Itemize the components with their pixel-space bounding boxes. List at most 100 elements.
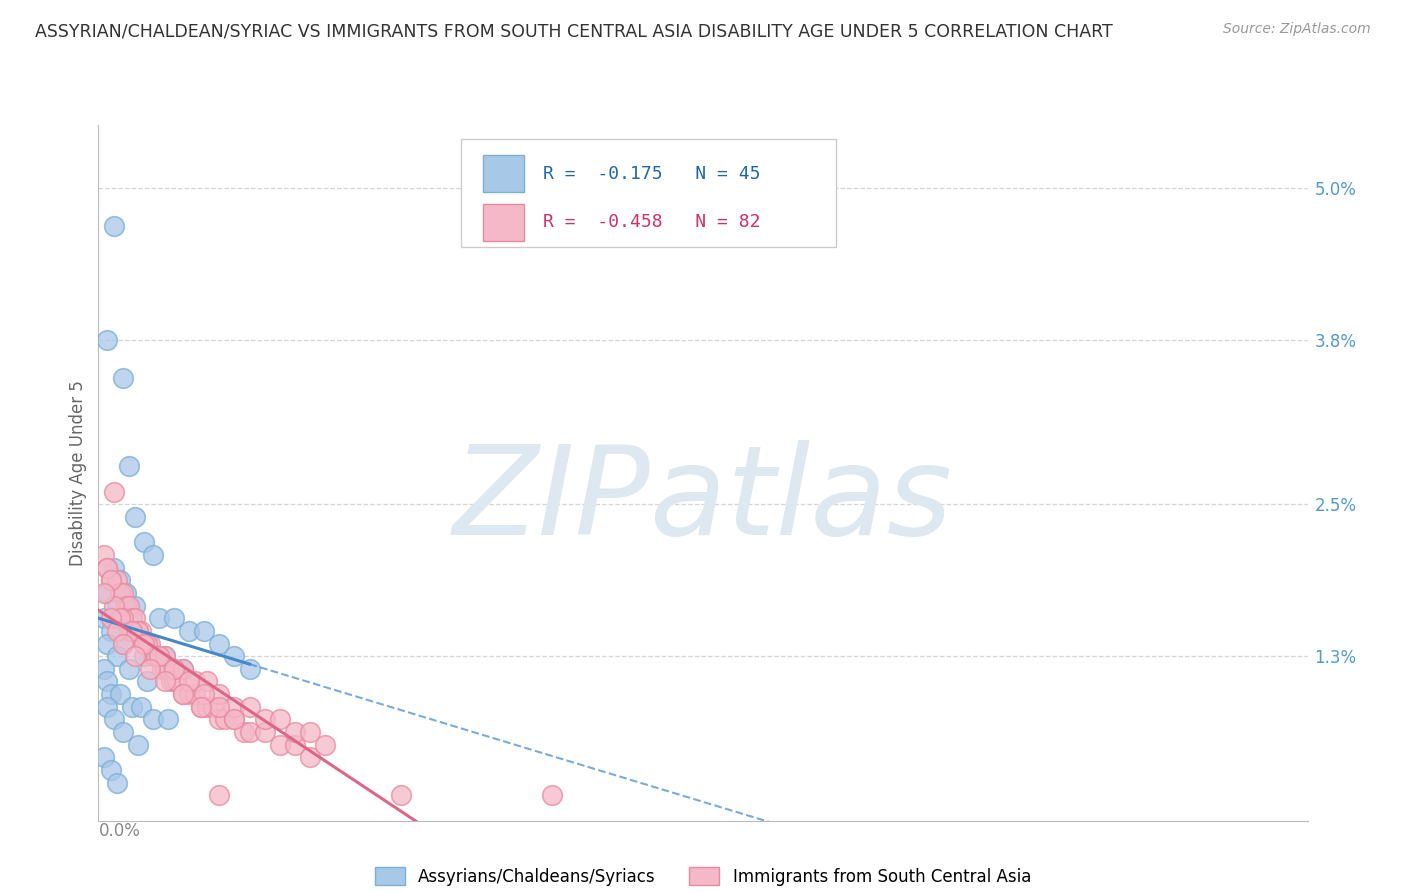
Point	[129, 699, 152, 714]
Point	[124, 599, 146, 613]
Point	[121, 699, 143, 714]
Point	[179, 624, 201, 638]
Point	[111, 611, 134, 625]
Point	[105, 599, 128, 613]
Point	[93, 548, 115, 562]
Point	[224, 713, 246, 727]
Point	[103, 219, 125, 233]
Point	[195, 699, 218, 714]
Text: R =  -0.458   N = 82: R = -0.458 N = 82	[543, 213, 761, 231]
Point	[127, 624, 149, 638]
Point	[100, 763, 122, 777]
Point	[224, 649, 246, 664]
Point	[269, 738, 291, 752]
Point	[184, 687, 207, 701]
Point	[208, 713, 231, 727]
Point	[114, 599, 136, 613]
Point	[172, 662, 194, 676]
Y-axis label: Disability Age Under 5: Disability Age Under 5	[69, 380, 87, 566]
Point	[148, 649, 170, 664]
FancyBboxPatch shape	[482, 203, 524, 241]
Point	[124, 649, 146, 664]
Point	[139, 662, 162, 676]
Point	[224, 713, 246, 727]
Point	[314, 738, 336, 752]
Point	[232, 725, 254, 739]
Point	[96, 560, 118, 574]
Point	[142, 713, 165, 727]
Point	[145, 649, 167, 664]
FancyBboxPatch shape	[482, 155, 524, 193]
Point	[100, 624, 122, 638]
Point	[111, 725, 134, 739]
Point	[253, 725, 276, 739]
Point	[193, 687, 215, 701]
Point	[160, 674, 183, 689]
Legend: Assyrians/Chaldeans/Syriacs, Immigrants from South Central Asia: Assyrians/Chaldeans/Syriacs, Immigrants …	[368, 861, 1038, 892]
Point	[190, 699, 212, 714]
Point	[195, 674, 218, 689]
Point	[179, 674, 201, 689]
Point	[96, 636, 118, 650]
Text: Source: ZipAtlas.com: Source: ZipAtlas.com	[1223, 22, 1371, 37]
Point	[132, 649, 155, 664]
Point	[163, 611, 186, 625]
Point	[142, 548, 165, 562]
Point	[172, 662, 194, 676]
Point	[111, 636, 134, 650]
Point	[193, 624, 215, 638]
Point	[118, 662, 141, 676]
Point	[269, 713, 291, 727]
Point	[208, 636, 231, 650]
Point	[132, 636, 155, 650]
Point	[124, 510, 146, 524]
Point	[148, 611, 170, 625]
Point	[145, 649, 167, 664]
Point	[540, 789, 562, 803]
Point	[224, 699, 246, 714]
Point	[132, 636, 155, 650]
Point	[93, 611, 115, 625]
Point	[208, 687, 231, 701]
Point	[179, 687, 201, 701]
Point	[153, 649, 176, 664]
Point	[103, 713, 125, 727]
Point	[156, 662, 179, 676]
Point	[239, 699, 262, 714]
Point	[111, 371, 134, 385]
Point	[172, 687, 194, 701]
Point	[135, 636, 157, 650]
Point	[118, 624, 141, 638]
Point	[148, 649, 170, 664]
Point	[127, 624, 149, 638]
Point	[202, 699, 225, 714]
Point	[299, 750, 322, 764]
Point	[118, 459, 141, 474]
Point	[105, 649, 128, 664]
Text: 0.0%: 0.0%	[98, 822, 141, 840]
Point	[103, 484, 125, 499]
Point	[142, 649, 165, 664]
Point	[100, 611, 122, 625]
Point	[121, 611, 143, 625]
Point	[100, 687, 122, 701]
Point	[153, 649, 176, 664]
Point	[389, 789, 412, 803]
Point	[100, 574, 122, 588]
Point	[190, 699, 212, 714]
Point	[108, 574, 131, 588]
Point	[163, 662, 186, 676]
Text: R =  -0.175   N = 45: R = -0.175 N = 45	[543, 165, 761, 183]
Point	[108, 687, 131, 701]
Point	[253, 713, 276, 727]
Point	[135, 636, 157, 650]
Point	[111, 636, 134, 650]
Point	[93, 662, 115, 676]
Point	[153, 674, 176, 689]
Point	[166, 674, 188, 689]
Point	[239, 662, 262, 676]
Point	[163, 662, 186, 676]
Point	[208, 789, 231, 803]
Point	[114, 586, 136, 600]
Point	[299, 725, 322, 739]
